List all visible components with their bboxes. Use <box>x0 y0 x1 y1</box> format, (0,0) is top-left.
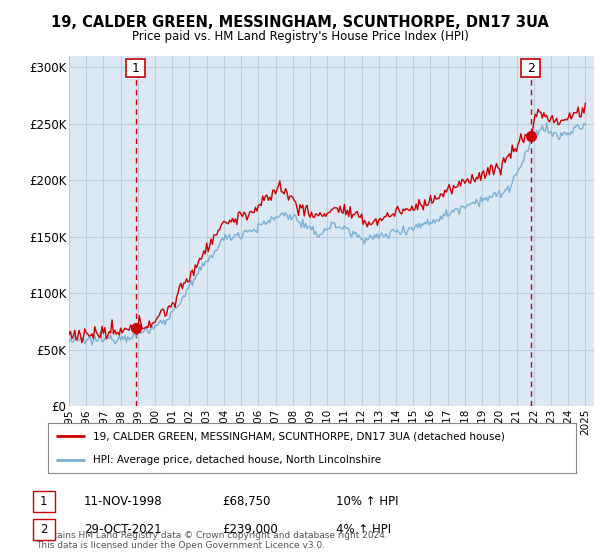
Text: 2: 2 <box>527 62 535 74</box>
Text: 29-OCT-2021: 29-OCT-2021 <box>84 522 161 536</box>
Text: 11-NOV-1998: 11-NOV-1998 <box>84 494 163 508</box>
Text: 10% ↑ HPI: 10% ↑ HPI <box>336 494 398 508</box>
Text: 19, CALDER GREEN, MESSINGHAM, SCUNTHORPE, DN17 3UA (detached house): 19, CALDER GREEN, MESSINGHAM, SCUNTHORPE… <box>93 431 505 441</box>
Text: £68,750: £68,750 <box>222 494 271 508</box>
Text: 4% ↑ HPI: 4% ↑ HPI <box>336 522 391 536</box>
Text: Contains HM Land Registry data © Crown copyright and database right 2024.
This d: Contains HM Land Registry data © Crown c… <box>36 531 388 550</box>
Text: Price paid vs. HM Land Registry's House Price Index (HPI): Price paid vs. HM Land Registry's House … <box>131 30 469 43</box>
Text: 1: 1 <box>40 494 47 508</box>
Text: 19, CALDER GREEN, MESSINGHAM, SCUNTHORPE, DN17 3UA: 19, CALDER GREEN, MESSINGHAM, SCUNTHORPE… <box>51 15 549 30</box>
Text: 2: 2 <box>40 522 47 536</box>
Text: £239,000: £239,000 <box>222 522 278 536</box>
Text: HPI: Average price, detached house, North Lincolnshire: HPI: Average price, detached house, Nort… <box>93 455 381 465</box>
Text: 1: 1 <box>131 62 140 74</box>
